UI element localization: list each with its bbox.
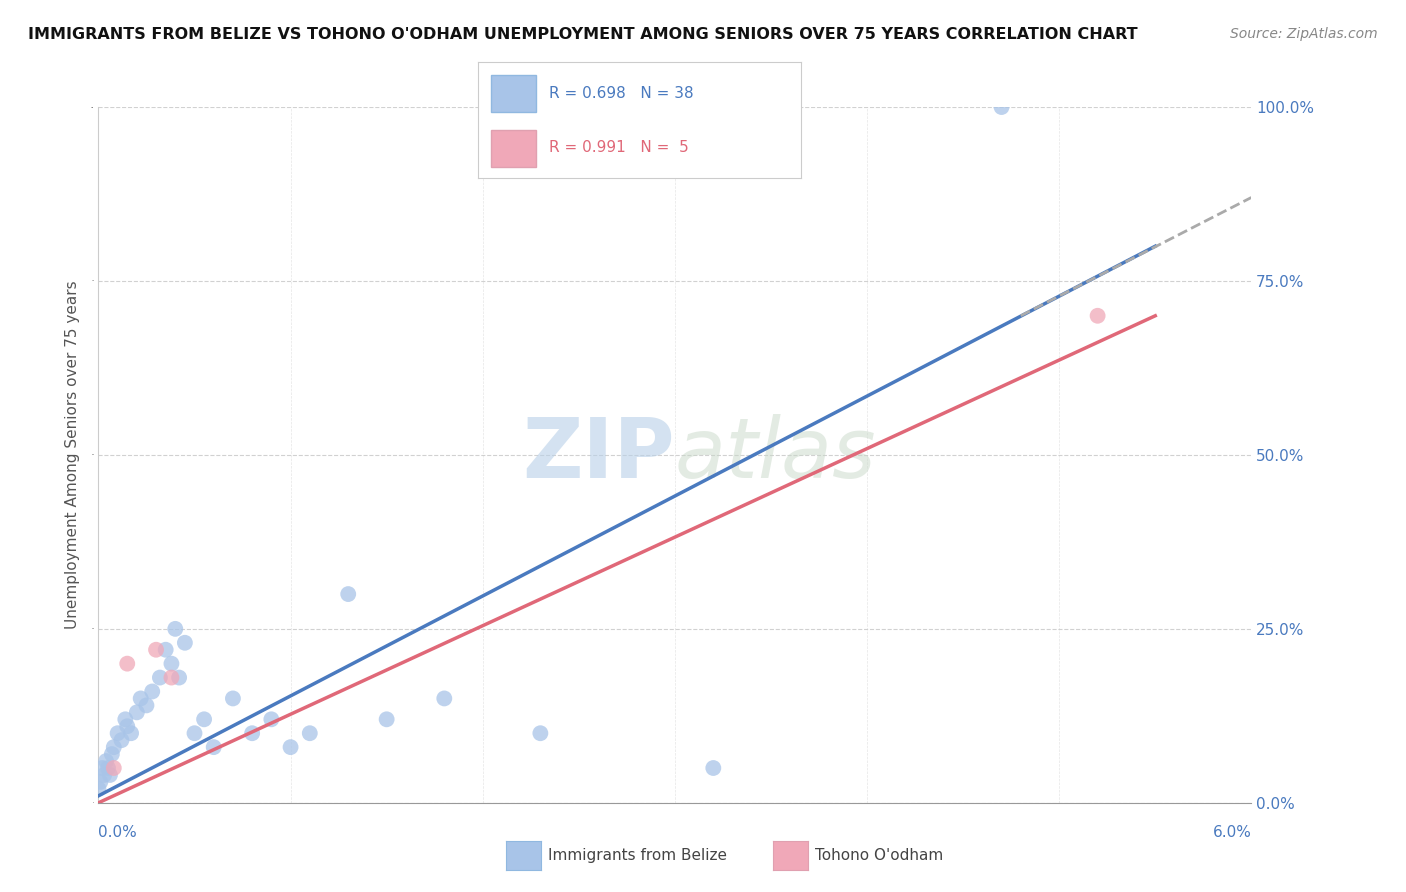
Point [160, 671, 183, 685]
Point [222, 691, 245, 706]
Point [183, 726, 205, 740]
Point [160, 657, 183, 671]
Text: ZIP: ZIP [523, 415, 675, 495]
Point [702, 761, 724, 775]
Point [125, 706, 148, 720]
Point [1087, 309, 1109, 323]
Text: R = 0.991   N =  5: R = 0.991 N = 5 [550, 139, 689, 154]
Point [93, 768, 115, 782]
Point [103, 761, 125, 775]
Point [107, 726, 129, 740]
Point [89, 775, 111, 789]
FancyBboxPatch shape [491, 129, 536, 167]
Point [260, 712, 283, 726]
Point [114, 712, 136, 726]
Point [135, 698, 157, 713]
Point [149, 671, 172, 685]
Point [280, 740, 302, 755]
Point [110, 733, 132, 747]
Text: R = 0.698   N = 38: R = 0.698 N = 38 [550, 87, 693, 102]
Point [91, 761, 114, 775]
Point [167, 671, 190, 685]
Point [155, 642, 177, 657]
Text: 0.0%: 0.0% [98, 825, 138, 840]
Text: Source: ZipAtlas.com: Source: ZipAtlas.com [1230, 27, 1378, 41]
Text: IMMIGRANTS FROM BELIZE VS TOHONO O'ODHAM UNEMPLOYMENT AMONG SENIORS OVER 75 YEAR: IMMIGRANTS FROM BELIZE VS TOHONO O'ODHAM… [28, 27, 1137, 42]
Point [98, 768, 121, 782]
Point [337, 587, 360, 601]
Point [202, 740, 225, 755]
Point [141, 684, 163, 698]
Point [97, 761, 120, 775]
Point [120, 726, 142, 740]
Point [94, 754, 117, 768]
Point [165, 622, 187, 636]
Point [240, 726, 263, 740]
FancyBboxPatch shape [491, 75, 536, 112]
Text: Immigrants from Belize: Immigrants from Belize [548, 848, 727, 863]
Point [101, 747, 124, 761]
Point [174, 636, 197, 650]
Point [193, 712, 215, 726]
Point [103, 740, 125, 755]
Point [117, 657, 139, 671]
Point [87, 781, 110, 796]
Point [433, 691, 456, 706]
Point [990, 100, 1012, 114]
Point [298, 726, 321, 740]
Point [117, 719, 139, 733]
Point [129, 691, 152, 706]
Point [529, 726, 551, 740]
Text: 6.0%: 6.0% [1212, 825, 1251, 840]
Y-axis label: Unemployment Among Seniors over 75 years: Unemployment Among Seniors over 75 years [65, 281, 80, 629]
Text: Tohono O'odham: Tohono O'odham [815, 848, 943, 863]
Text: atlas: atlas [675, 415, 876, 495]
Point [145, 642, 167, 657]
Point [375, 712, 398, 726]
